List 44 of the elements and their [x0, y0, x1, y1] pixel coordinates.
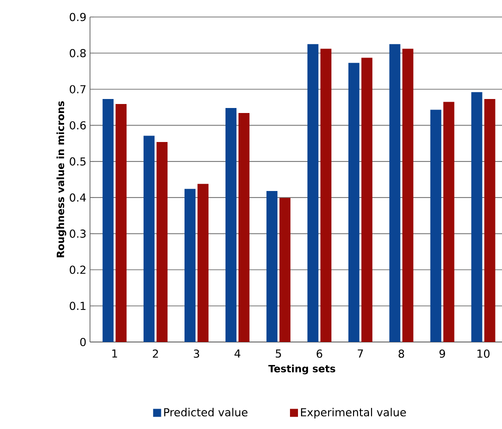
- x-tick-label: 1: [112, 350, 118, 358]
- bar: [443, 102, 454, 342]
- bar: [307, 44, 318, 342]
- bar: [144, 136, 155, 342]
- legend-label: Experimental value: [301, 408, 406, 419]
- bar: [266, 191, 278, 342]
- bar: [361, 58, 372, 342]
- bar: [116, 104, 127, 342]
- bar: [198, 184, 209, 342]
- x-axis-title: Testing sets: [268, 364, 336, 374]
- y-tick-label: 0.5: [70, 157, 86, 166]
- y-tick-label: 0.1: [70, 302, 86, 310]
- bar: [238, 113, 250, 342]
- x-tick-label: 5: [276, 350, 281, 358]
- x-tick-label: 4: [234, 350, 240, 358]
- y-tick-label: 0.6: [70, 121, 86, 130]
- y-tick-label: 0.3: [70, 230, 86, 238]
- x-tick-label: 8: [398, 350, 404, 358]
- legend-label: Predicted value: [164, 408, 248, 416]
- bar: [320, 48, 332, 342]
- y-tick-label: 0.2: [70, 266, 86, 274]
- bar: [184, 188, 196, 342]
- x-tick-label: 6: [316, 350, 322, 358]
- x-tick-label: 7: [358, 350, 363, 358]
- y-axis-title: Roughness value in microns: [56, 101, 66, 258]
- bar: [102, 98, 114, 342]
- y-tick-label: 0.8: [70, 48, 86, 58]
- y-tick-label: 0: [80, 338, 86, 346]
- y-tick-label: 0.7: [70, 85, 86, 94]
- bar: [389, 44, 400, 342]
- x-tick-label: 3: [194, 350, 200, 358]
- bar: [471, 92, 482, 342]
- bar: [484, 98, 496, 342]
- x-tick-label: 2: [152, 350, 158, 358]
- bar: [348, 62, 360, 342]
- y-tick-label: 0.4: [70, 193, 86, 202]
- x-tick-label: 10: [478, 350, 490, 358]
- bar: [156, 142, 168, 342]
- bar: [225, 108, 236, 342]
- y-tick-label: 0.9: [70, 12, 86, 22]
- x-tick-label: 9: [440, 350, 446, 358]
- bar: [279, 198, 290, 342]
- bar: [402, 48, 414, 342]
- bar: [430, 110, 442, 342]
